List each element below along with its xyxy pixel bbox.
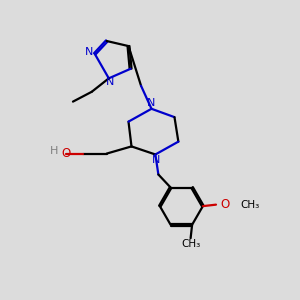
Text: N: N xyxy=(106,77,115,87)
Text: O: O xyxy=(62,147,71,160)
Text: O: O xyxy=(220,198,230,211)
Text: N: N xyxy=(85,47,94,57)
Text: CH₃: CH₃ xyxy=(240,200,259,210)
Text: H: H xyxy=(50,146,58,156)
Text: CH₃: CH₃ xyxy=(181,239,200,249)
Text: N: N xyxy=(147,98,155,108)
Text: N: N xyxy=(152,155,160,165)
